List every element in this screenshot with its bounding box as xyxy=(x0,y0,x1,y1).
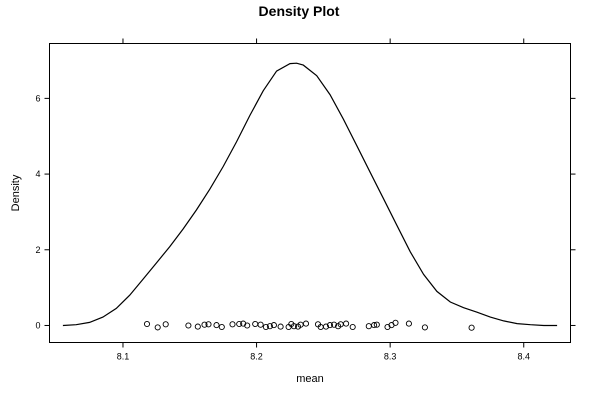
rug-point xyxy=(343,320,350,327)
rug-point xyxy=(373,321,380,328)
rug-point xyxy=(277,323,284,330)
x-tick-label: 8.2 xyxy=(250,352,263,362)
rug-point xyxy=(194,323,201,330)
rug-point xyxy=(205,321,212,328)
rug-point xyxy=(218,323,225,331)
axis-ticks xyxy=(44,38,576,348)
rug-point xyxy=(270,322,277,329)
rug-point xyxy=(244,322,251,329)
rug-point xyxy=(421,324,428,331)
rug-point xyxy=(185,322,192,329)
y-tick-label: 2 xyxy=(35,245,40,255)
y-tick-label: 4 xyxy=(35,169,40,179)
x-tick-label: 8.1 xyxy=(117,352,130,362)
rug-point xyxy=(322,323,330,330)
plot-frame xyxy=(49,43,571,343)
y-tick-label: 0 xyxy=(35,320,40,330)
rug-point xyxy=(143,320,151,328)
density-curve xyxy=(62,62,558,327)
x-tick-label: 8.3 xyxy=(384,352,397,362)
rug-point xyxy=(162,321,169,328)
rug-point xyxy=(392,319,399,326)
rug-point xyxy=(236,320,243,328)
rug-point xyxy=(365,323,372,330)
rug-points xyxy=(143,319,475,331)
tick-labels: 8.1 8.2 8.3 8.4 0 2 4 6 xyxy=(35,93,530,361)
rug-point xyxy=(229,321,236,328)
rug-point xyxy=(371,322,378,329)
rug-point xyxy=(266,323,273,330)
rug-point xyxy=(302,320,310,327)
rug-point xyxy=(252,320,259,328)
rug-point xyxy=(349,323,356,331)
rug-point xyxy=(290,323,298,330)
chart-title: Density Plot xyxy=(259,3,340,19)
y-tick-label: 6 xyxy=(35,93,40,103)
rug-point xyxy=(257,321,264,328)
rug-point xyxy=(405,320,412,327)
x-axis-label: mean xyxy=(296,373,324,385)
rug-point xyxy=(154,324,161,331)
rug-point xyxy=(330,321,338,328)
y-axis-label: Density xyxy=(10,174,22,211)
rug-point xyxy=(201,321,208,328)
rug-point xyxy=(213,322,220,329)
rug-point xyxy=(262,323,269,331)
x-tick-label: 8.4 xyxy=(517,352,530,362)
rug-point xyxy=(468,324,475,331)
rug-point xyxy=(326,322,334,329)
